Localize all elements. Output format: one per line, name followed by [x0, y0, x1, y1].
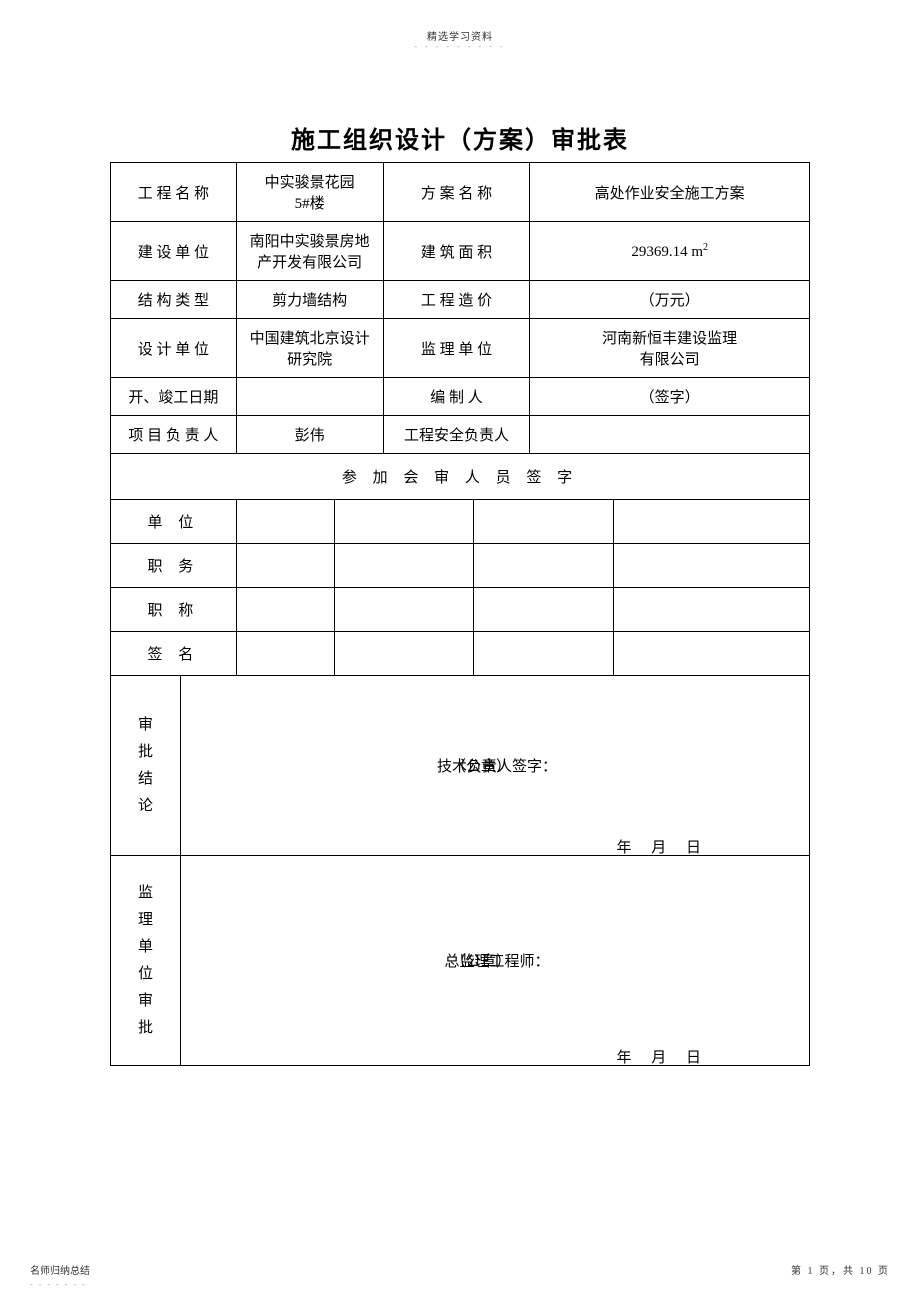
supervision-unit-label: 监 理 单 位 [383, 319, 530, 378]
sign-cell [236, 544, 334, 588]
sign-cell [614, 588, 810, 632]
sign-cell [334, 544, 474, 588]
project-cost-value: （万元） [530, 281, 810, 319]
sign-cell [614, 544, 810, 588]
plan-name-value: 高处作业安全施工方案 [530, 163, 810, 222]
position-label: 职 务 [111, 544, 237, 588]
title-label: 职 称 [111, 588, 237, 632]
table-row: 设 计 单 位 中国建筑北京设计 研究院 监 理 单 位 河南新恒丰建设监理 有… [111, 319, 810, 378]
sign-cell [474, 500, 614, 544]
unit-label: 单 位 [111, 500, 237, 544]
approval-form-table: 工 程 名 称 中实骏景花园 5#楼 方 案 名 称 高处作业安全施工方案 建 … [110, 162, 810, 1066]
compiler-value: （签字） [530, 378, 810, 416]
footer-page-number: 第 1 页，共 10 页 [791, 1262, 890, 1277]
compiler-label: 编 制 人 [383, 378, 530, 416]
safety-leader-label: 工程安全负责人 [383, 416, 530, 454]
seal-text: （公章） [451, 950, 511, 971]
construction-unit-label: 建 设 单 位 [111, 222, 237, 281]
construction-unit-value: 南阳中实骏景房地 产开发有限公司 [236, 222, 383, 281]
page-header-text: 精选学习资料 [427, 28, 493, 43]
sign-cell [474, 632, 614, 676]
document-title: 施工组织设计（方案）审批表 [291, 120, 629, 155]
table-row: 职 务 [111, 544, 810, 588]
design-unit-label: 设 计 单 位 [111, 319, 237, 378]
supervision-unit-value: 河南新恒丰建设监理 有限公司 [530, 319, 810, 378]
structure-type-label: 结 构 类 型 [111, 281, 237, 319]
project-name-label: 工 程 名 称 [111, 163, 237, 222]
start-end-date-value [236, 378, 383, 416]
sign-cell [614, 632, 810, 676]
project-name-value: 中实骏景花园 5#楼 [236, 163, 383, 222]
sign-cell [236, 588, 334, 632]
footer-dots: - - - - - - - [30, 1280, 87, 1289]
safety-leader-value [530, 416, 810, 454]
plan-name-label: 方 案 名 称 [383, 163, 530, 222]
sign-cell [334, 632, 474, 676]
project-leader-label: 项 目 负 责 人 [111, 416, 237, 454]
approval-conclusion-label: 审 批 结 论 [111, 676, 181, 856]
table-row: 建 设 单 位 南阳中实骏景房地 产开发有限公司 建 筑 面 积 29369.1… [111, 222, 810, 281]
signature-label: 签 名 [111, 632, 237, 676]
building-area-value: 29369.14 m2 [530, 222, 810, 281]
table-row: 参 加 会 审 人 员 签 字 [111, 454, 810, 500]
approval-date: 年 月 日 [616, 836, 709, 857]
sign-cell [236, 632, 334, 676]
structure-type-value: 剪力墙结构 [236, 281, 383, 319]
approval-conclusion-content: 技术负责人签字： （公章） 年 月 日 [180, 676, 809, 856]
seal-text: （公章） [451, 755, 511, 776]
project-leader-value: 彭伟 [236, 416, 383, 454]
sign-section-header: 参 加 会 审 人 员 签 字 [111, 454, 810, 500]
table-row: 监 理 单 位 审 批 总监理工程师： （公章） 年 月 日 [111, 856, 810, 1066]
project-cost-label: 工 程 造 价 [383, 281, 530, 319]
table-row: 开、竣工日期 编 制 人 （签字） [111, 378, 810, 416]
sign-cell [334, 588, 474, 632]
sign-cell [474, 544, 614, 588]
table-row: 项 目 负 责 人 彭伟 工程安全负责人 [111, 416, 810, 454]
supervision-approval-content: 总监理工程师： （公章） 年 月 日 [180, 856, 809, 1066]
table-row: 单 位 [111, 500, 810, 544]
page-header-dots: - - - - - - - - - [415, 42, 506, 51]
sign-cell [474, 588, 614, 632]
table-row: 结 构 类 型 剪力墙结构 工 程 造 价 （万元） [111, 281, 810, 319]
footer-left-text: 名师归纳总结 [30, 1262, 90, 1277]
approval-date: 年 月 日 [616, 1046, 709, 1067]
building-area-label: 建 筑 面 积 [383, 222, 530, 281]
table-row: 职 称 [111, 588, 810, 632]
start-end-date-label: 开、竣工日期 [111, 378, 237, 416]
design-unit-value: 中国建筑北京设计 研究院 [236, 319, 383, 378]
sign-cell [236, 500, 334, 544]
table-row: 审 批 结 论 技术负责人签字： （公章） 年 月 日 [111, 676, 810, 856]
sign-cell [334, 500, 474, 544]
sign-cell [614, 500, 810, 544]
table-row: 工 程 名 称 中实骏景花园 5#楼 方 案 名 称 高处作业安全施工方案 [111, 163, 810, 222]
table-row: 签 名 [111, 632, 810, 676]
supervision-approval-label: 监 理 单 位 审 批 [111, 856, 181, 1066]
